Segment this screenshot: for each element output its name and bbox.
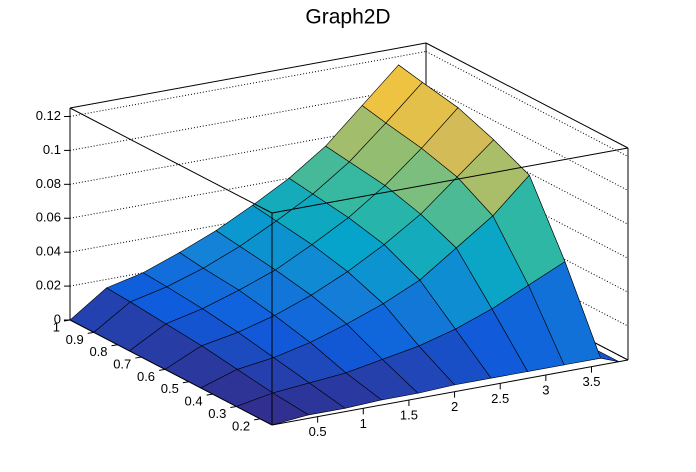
z-tick-label: 0	[54, 311, 61, 326]
z-tick-label: 0.08	[36, 176, 61, 191]
x-tick-label: 1	[360, 416, 367, 431]
box-edge	[69, 319, 273, 426]
box-edge	[271, 147, 629, 214]
box-edge	[271, 359, 629, 426]
y-tick-label: 0.8	[89, 344, 107, 359]
y-tick	[87, 331, 94, 334]
z-tick-label: 0.1	[43, 142, 61, 157]
y-tick	[111, 344, 118, 347]
grid-line	[69, 152, 427, 219]
z-tick-label: 0.02	[36, 278, 61, 293]
y-tick-label: 0.2	[232, 418, 250, 433]
y-tick-label: 0.5	[161, 381, 179, 396]
z-tick-label: 0.12	[36, 108, 61, 123]
y-tick-label: 0.7	[113, 356, 131, 371]
z-tick-label: 0.06	[36, 210, 61, 225]
y-tick-label: 0.4	[185, 394, 203, 409]
x-tick-label: 2.5	[491, 391, 509, 406]
y-tick	[135, 356, 142, 359]
grid-line	[425, 220, 629, 327]
grid-line	[425, 84, 629, 191]
y-tick-label: 0.6	[137, 369, 155, 384]
x-tick-label: 1.5	[400, 407, 418, 422]
grid-line	[69, 84, 427, 151]
y-tick	[254, 418, 261, 421]
grid-line	[69, 50, 427, 117]
box-edge	[425, 42, 629, 149]
box-edge	[69, 42, 427, 109]
z-tick-label: 0.04	[36, 244, 61, 259]
y-tick	[63, 319, 71, 322]
grid-line	[425, 152, 629, 259]
x-tick-label: 2	[451, 399, 458, 414]
y-tick-label: 1	[53, 319, 60, 334]
y-tick-label: 0.3	[208, 406, 226, 421]
grid-line	[425, 51, 629, 157]
grid-line	[425, 118, 629, 225]
x-tick-label: 0.5	[309, 424, 327, 439]
x-tick-label: 3.5	[582, 374, 600, 389]
grid-line	[69, 118, 427, 185]
x-tick-label: 3	[542, 382, 549, 397]
y-tick	[182, 381, 189, 384]
y-tick	[158, 368, 166, 371]
box-edge	[69, 107, 273, 214]
y-tick	[230, 405, 237, 408]
chart-title: Graph2D	[305, 6, 390, 29]
grid-line	[425, 186, 629, 293]
y-tick	[206, 393, 213, 396]
y-tick-label: 0.9	[66, 332, 84, 347]
